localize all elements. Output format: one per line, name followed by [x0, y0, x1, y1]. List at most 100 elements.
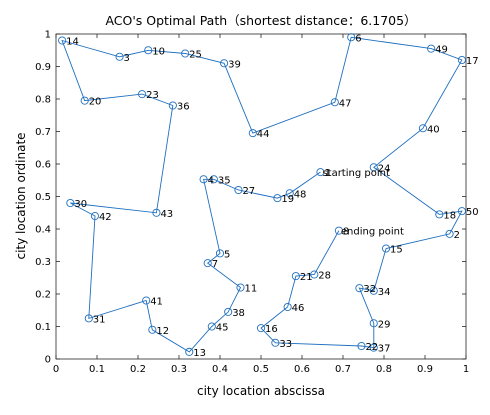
city-marker	[369, 319, 378, 328]
x-tick-label: 0.4	[212, 364, 228, 375]
city-marker	[152, 208, 161, 217]
city-marker	[115, 52, 124, 61]
city-marker	[334, 226, 343, 235]
city-label: 50	[466, 207, 479, 218]
city-label: 31	[93, 314, 106, 325]
city-marker	[185, 347, 194, 356]
city-label: 16	[265, 324, 278, 335]
city-label: 47	[339, 98, 352, 109]
city-marker	[457, 55, 466, 65]
city-marker	[80, 96, 89, 105]
city-marker	[220, 59, 229, 68]
city-marker	[427, 44, 436, 53]
city-label: 27	[242, 186, 255, 197]
y-tick-label: 1	[45, 30, 51, 41]
city-label: 15	[390, 245, 403, 256]
city-label: 23	[146, 90, 159, 101]
city-marker	[457, 207, 466, 216]
city-label: 17	[466, 56, 479, 67]
city-label: 43	[160, 209, 173, 220]
city-label: 19	[281, 194, 294, 205]
city-marker	[148, 325, 157, 334]
city-marker	[285, 189, 294, 198]
city-label: 39	[228, 59, 241, 70]
city-marker	[90, 211, 99, 221]
city-marker	[357, 341, 366, 351]
city-marker	[199, 175, 208, 184]
city-marker	[209, 175, 218, 184]
city-label: 8	[343, 227, 349, 238]
city-label: 30	[74, 199, 87, 210]
x-tick-label: 0.6	[294, 364, 310, 375]
city-label: 29	[378, 319, 391, 330]
city-marker	[224, 307, 233, 316]
y-tick-label: 0.8	[35, 95, 51, 106]
city-label: 7	[212, 259, 218, 270]
city-points	[58, 33, 466, 356]
city-marker	[168, 101, 177, 110]
city-label: 5	[224, 249, 230, 260]
city-label: 12	[156, 326, 169, 337]
city-marker	[181, 49, 190, 58]
city-labels: 1234567810111213141516171819202122232425…	[66, 33, 478, 359]
city-label: 18	[443, 210, 456, 221]
city-marker	[369, 286, 378, 295]
city-label: 3	[124, 53, 130, 64]
city-marker	[355, 284, 364, 293]
city-marker	[310, 270, 319, 279]
city-label: 20	[89, 97, 102, 108]
city-label: 35	[218, 175, 231, 186]
city-marker	[271, 338, 280, 347]
city-label: 32	[363, 284, 376, 295]
city-marker	[418, 124, 428, 133]
city-label: 6	[355, 33, 361, 44]
city-marker	[347, 33, 356, 42]
y-tick-label: 0	[45, 355, 51, 366]
city-label: 2	[454, 230, 460, 241]
city-label: 4	[208, 175, 214, 186]
route-line	[61, 36, 463, 353]
city-label: 41	[150, 297, 163, 308]
x-axis-label: city location abscissa	[197, 384, 325, 398]
city-marker	[84, 314, 93, 323]
city-marker	[236, 283, 245, 292]
city-marker	[215, 249, 225, 258]
city-marker	[66, 198, 75, 208]
city-label: 28	[318, 271, 331, 282]
chart-title: ACO's Optimal Path（shortest distance：6.1…	[105, 13, 416, 28]
city-marker	[291, 272, 300, 281]
city-label: 11	[245, 284, 258, 295]
city-marker	[138, 90, 147, 99]
y-tick-label: 0.9	[35, 62, 51, 73]
city-label: 38	[232, 308, 245, 319]
city-label: 14	[66, 37, 79, 48]
city-label: 42	[99, 212, 112, 223]
city-marker	[234, 185, 243, 195]
city-label: 49	[435, 45, 448, 56]
city-label: 37	[378, 344, 391, 355]
annotations: starting point ending point	[322, 168, 404, 238]
city-marker	[369, 343, 378, 352]
y-tick-label: 0.1	[35, 322, 51, 333]
x-tick-label: 0.8	[376, 364, 392, 375]
city-label: 25	[189, 50, 202, 61]
y-tick-label: 0.5	[35, 192, 51, 203]
city-marker	[273, 194, 282, 203]
city-label: 22	[365, 342, 378, 353]
city-marker	[203, 259, 212, 268]
y-tick-label: 0.7	[35, 127, 51, 138]
city-label: 13	[193, 348, 206, 359]
route-path	[61, 36, 463, 353]
x-tick-label: 1	[463, 364, 469, 375]
city-label: 46	[292, 303, 305, 314]
city-label: 45	[216, 323, 229, 334]
city-label: 33	[279, 339, 292, 350]
y-axis-label: city location ordinate	[14, 132, 28, 259]
x-tick-label: 0	[53, 364, 59, 375]
city-label: 24	[378, 163, 391, 174]
y-tick-label: 0.3	[35, 257, 51, 268]
city-label: 44	[257, 129, 270, 140]
x-tick-label: 0.2	[130, 364, 146, 375]
city-marker	[144, 46, 153, 55]
city-label: 40	[427, 124, 440, 135]
